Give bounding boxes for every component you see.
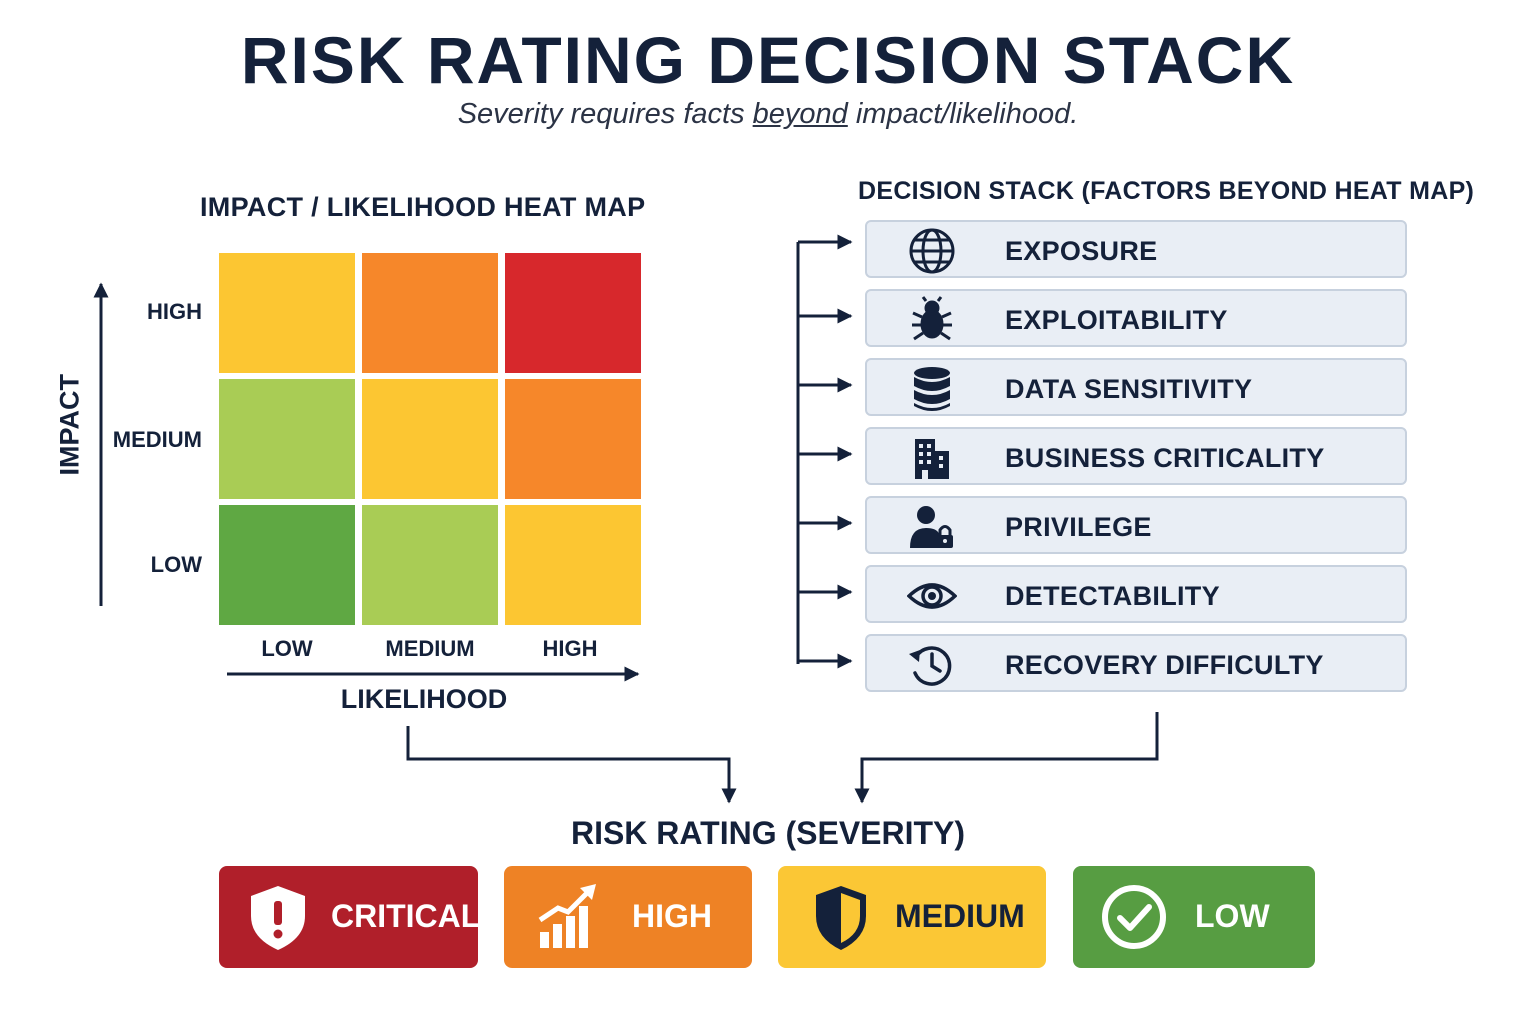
severity-low: LOW xyxy=(1073,866,1315,968)
factor-label: DATA SENSITIVITY xyxy=(1005,374,1253,404)
heat-cell-high-high xyxy=(505,253,641,373)
factor-label: BUSINESS CRITICALITY xyxy=(1005,443,1325,473)
heat-cell-high-medium xyxy=(362,253,498,373)
severity-label: LOW xyxy=(1195,898,1270,934)
heat-cell-high-low xyxy=(219,253,355,373)
shield-half-icon xyxy=(816,886,866,950)
heat-cell-low-high xyxy=(505,505,641,625)
severity-label: CRITICAL xyxy=(331,898,481,934)
heat-map-to-rating-arrow xyxy=(406,726,737,804)
factor-label: DETECTABILITY xyxy=(1005,581,1220,611)
severity-label: HIGH xyxy=(632,898,712,934)
page-subtitle: Severity requires facts beyond impact/li… xyxy=(0,98,1536,131)
subtitle-text-after: impact/likelihood. xyxy=(847,98,1079,130)
stack-to-rating-arrow xyxy=(854,712,1159,804)
factor-detectability: DETECTABILITY xyxy=(865,565,1407,623)
factor-business-criticality: BUSINESS CRITICALITY xyxy=(865,427,1407,485)
building-icon xyxy=(915,439,949,479)
trend-chart-icon xyxy=(538,884,596,948)
risk-rating-title: RISK RATING (SEVERITY) xyxy=(570,815,966,851)
severity-high: HIGH xyxy=(504,866,752,968)
heat-cell-low-low xyxy=(219,505,355,625)
severity-label: MEDIUM xyxy=(895,898,1025,934)
factor-label: EXPOSURE xyxy=(1005,236,1158,266)
factor-recovery-difficulty: RECOVERY DIFFICULTY xyxy=(865,634,1407,692)
eye-icon xyxy=(907,583,957,609)
impact-level-high: HIGH xyxy=(147,299,202,324)
impact-level-medium: MEDIUM xyxy=(112,427,202,452)
bug-icon xyxy=(912,296,952,341)
severity-medium: MEDIUM xyxy=(778,866,1046,968)
heat-cell-low-medium xyxy=(362,505,498,625)
heat-cell-medium-high xyxy=(505,379,641,499)
subtitle-text-before: Severity requires facts xyxy=(457,98,753,130)
globe-icon xyxy=(909,228,955,274)
subtitle-emphasis: beyond xyxy=(752,98,848,130)
factor-privilege: PRIVILEGE xyxy=(865,496,1407,554)
severity-critical: CRITICAL xyxy=(219,866,481,968)
likelihood-axis-label: LIKELIHOOD xyxy=(340,684,508,714)
factor-data-sensitivity: DATA SENSITIVITY xyxy=(865,358,1407,416)
factor-exploitability: EXPLOITABILITY xyxy=(865,289,1407,347)
likelihood-level-medium: MEDIUM xyxy=(385,636,475,661)
heat-cell-medium-medium xyxy=(362,379,498,499)
impact-level-low: LOW xyxy=(150,552,202,577)
likelihood-level-low: LOW xyxy=(261,636,313,661)
likelihood-level-high: HIGH xyxy=(542,636,598,661)
factor-label: RECOVERY DIFFICULTY xyxy=(1005,650,1324,680)
decision-stack-title: DECISION STACK (FACTORS BEYOND HEAT MAP) xyxy=(858,177,1475,205)
check-circle-icon xyxy=(1102,885,1166,949)
shield-alert-icon xyxy=(251,886,305,950)
factor-label: PRIVILEGE xyxy=(1005,512,1152,542)
heat-cell-medium-low xyxy=(219,379,355,499)
history-icon xyxy=(909,646,952,686)
database-icon xyxy=(914,367,950,411)
user-lock-icon xyxy=(910,506,953,548)
factor-exposure: EXPOSURE xyxy=(865,220,1407,278)
page-title: RISK RATING DECISION STACK xyxy=(240,23,1296,97)
heat-map-title: IMPACT / LIKELIHOOD HEAT MAP xyxy=(200,192,646,222)
factor-label: EXPLOITABILITY xyxy=(1005,305,1228,335)
